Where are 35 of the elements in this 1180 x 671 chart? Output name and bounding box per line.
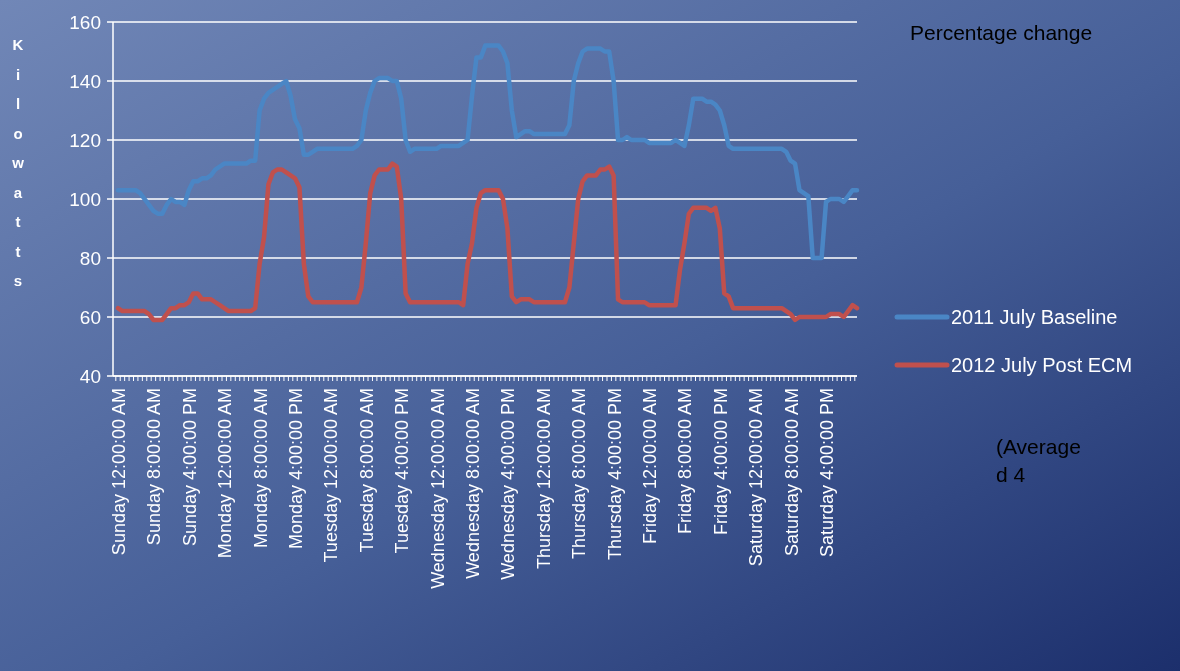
- x-tick-label: Saturday 4:00:00 PM: [817, 388, 838, 558]
- y-tick-label: 60: [79, 306, 101, 328]
- y-tick-label: 40: [79, 365, 101, 387]
- x-tick-label: Monday 4:00:00 PM: [286, 388, 307, 550]
- x-tick-label: Tuesday 12:00:00 AM: [321, 388, 342, 563]
- x-tick-label: Wednesday 4:00:00 PM: [498, 388, 519, 580]
- x-tick-label: Sunday 12:00:00 AM: [109, 388, 129, 556]
- line-series: [115, 43, 860, 261]
- legend-label: 2011 July Baseline: [951, 306, 1118, 328]
- x-tick-label: Thursday 12:00:00 AM: [533, 388, 554, 570]
- x-tick-label: Wednesday 8:00:00 AM: [463, 388, 484, 579]
- x-tick-label: Thursday 8:00:00 AM: [569, 388, 590, 560]
- x-tick-label: Tuesday 8:00:00 AM: [356, 388, 377, 553]
- x-tick-label: Sunday 4:00:00 PM: [179, 388, 200, 547]
- line-series: [115, 161, 860, 323]
- x-tick-label: Tuesday 4:00:00 PM: [392, 388, 413, 554]
- x-tick-label: Monday 12:00:00 AM: [215, 388, 236, 559]
- y-tick-label: 100: [69, 188, 101, 210]
- y-tick-label: 80: [79, 247, 101, 269]
- x-tick-label: Monday 8:00:00 AM: [250, 388, 271, 549]
- x-tick-label: Friday 8:00:00 AM: [675, 388, 696, 535]
- x-tick-label: Wednesday 12:00:00 AM: [427, 388, 448, 589]
- text: Kilowatts: [12, 36, 24, 289]
- y-tick-label: 140: [69, 70, 101, 92]
- x-tick-label: Saturday 12:00:00 AM: [746, 388, 767, 567]
- x-tick-label: Friday 4:00:00 PM: [710, 388, 731, 536]
- x-tick-label: Saturday 8:00:00 AM: [781, 388, 802, 557]
- text: Percentage change: [910, 21, 1093, 44]
- legend-label: 2012 July Post ECM: [951, 354, 1133, 376]
- y-tick-label: 160: [69, 11, 101, 33]
- x-tick-label: Sunday 8:00:00 AM: [144, 388, 165, 546]
- text: (Average d 4: [996, 435, 1081, 486]
- x-tick-label: Thursday 4:00:00 PM: [604, 388, 625, 561]
- y-tick-label: 120: [69, 129, 101, 151]
- x-tick-label: Friday 12:00:00 AM: [640, 388, 661, 545]
